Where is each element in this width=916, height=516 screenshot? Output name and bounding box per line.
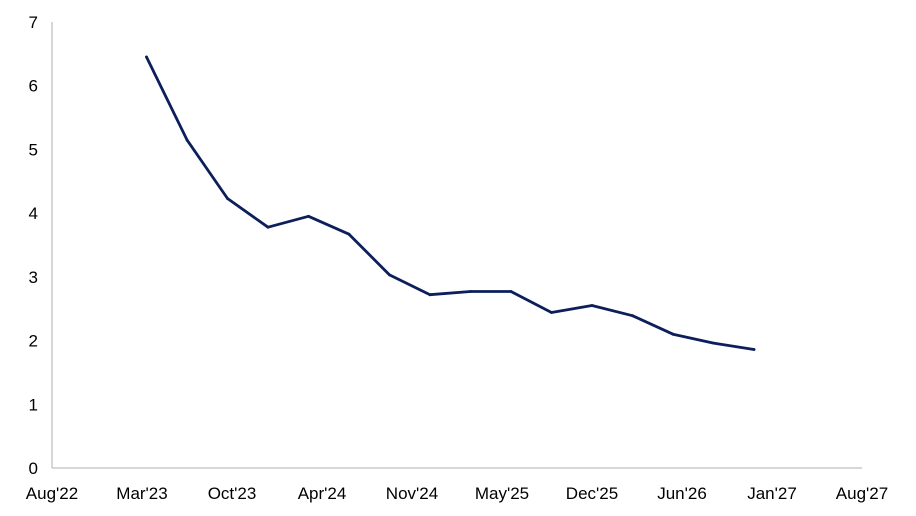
y-tick-label: 2 — [29, 332, 38, 351]
x-tick-label: Jun'26 — [657, 484, 707, 503]
data-point — [550, 311, 553, 314]
y-tick-label: 1 — [29, 395, 38, 414]
series-line — [145, 55, 756, 351]
series-layer — [145, 55, 756, 351]
y-axis-tick-labels: 0 1 2 3 4 5 6 7 — [29, 13, 38, 478]
y-tick-label: 7 — [29, 13, 38, 32]
data-point — [428, 293, 432, 297]
x-tick-label: May'25 — [475, 484, 529, 503]
data-point — [226, 197, 229, 200]
x-tick-label: Dec'25 — [566, 484, 618, 503]
x-tick-label: Oct'23 — [208, 484, 257, 503]
data-point — [185, 138, 189, 142]
data-point — [671, 332, 675, 336]
data-point — [266, 225, 270, 229]
y-tick-label: 6 — [29, 77, 38, 96]
x-tick-label: Aug'22 — [26, 484, 78, 503]
data-point — [509, 290, 513, 293]
data-point — [631, 314, 634, 318]
y-tick-label: 5 — [29, 140, 38, 159]
y-tick-label: 4 — [29, 204, 38, 223]
y-tick-label: 0 — [29, 459, 38, 478]
x-tick-label: Aug'27 — [836, 484, 888, 503]
x-axis-tick-labels: Aug'22 Mar'23 Oct'23 Apr'24 Nov'24 May'25 Dec'… — [26, 484, 888, 503]
data-point — [388, 273, 391, 277]
x-tick-label: Nov'24 — [386, 484, 438, 503]
data-point — [469, 290, 472, 293]
data-point — [752, 348, 756, 351]
x-tick-label: Apr'24 — [298, 484, 347, 503]
data-point — [712, 341, 715, 345]
x-tick-label: Jan'27 — [747, 484, 797, 503]
data-point — [145, 55, 148, 59]
y-tick-label: 3 — [29, 268, 38, 287]
data-point — [307, 214, 310, 218]
data-point — [347, 232, 351, 236]
data-point — [590, 304, 594, 307]
x-tick-label: Mar'23 — [116, 484, 167, 503]
